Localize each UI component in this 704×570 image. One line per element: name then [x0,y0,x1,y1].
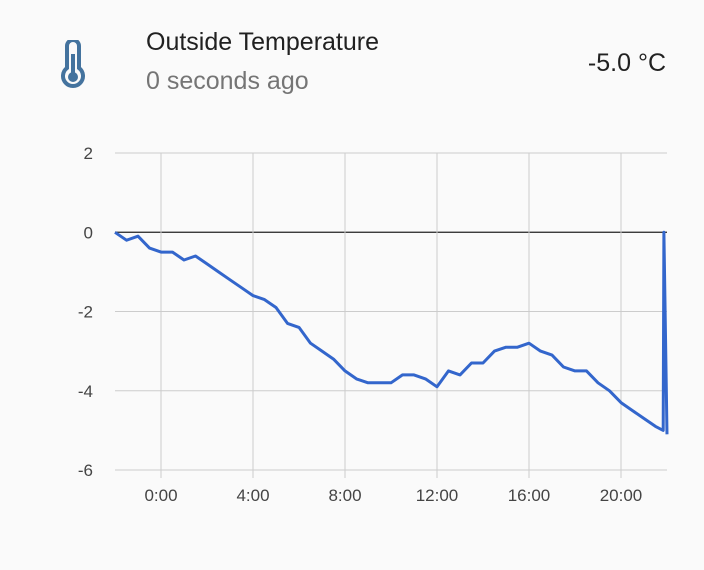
y-tick-label: -2 [78,303,93,322]
thermometer-icon [58,38,88,90]
x-tick-label: 8:00 [328,486,361,505]
x-tick-label: 0:00 [144,486,177,505]
y-tick-label: 0 [84,223,93,242]
x-tick-label: 12:00 [416,486,459,505]
y-tick-label: 2 [84,144,93,163]
card-header: Outside Temperature 0 seconds ago -5.0 °… [0,0,704,120]
series-line-0 [114,230,669,435]
y-tick-label: -4 [78,382,93,401]
x-tick-label: 16:00 [508,486,551,505]
last-changed: 0 seconds ago [146,67,309,95]
x-tick-label: 4:00 [236,486,269,505]
y-tick-label: -6 [78,461,93,480]
entity-name: Outside Temperature [146,28,379,56]
entity-state: -5.0 °C [587,49,666,77]
x-tick-label: 20:00 [600,486,643,505]
